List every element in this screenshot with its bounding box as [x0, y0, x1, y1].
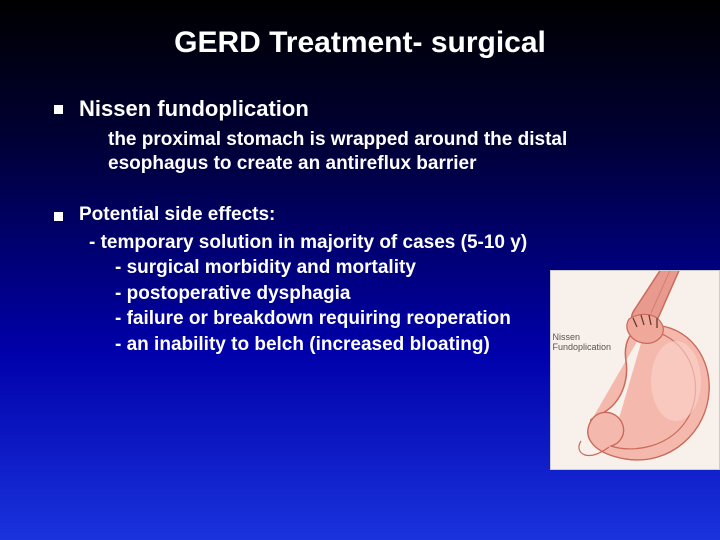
- slide-title: GERD Treatment- surgical: [0, 0, 720, 60]
- list-item: - an inability to belch (increased bloat…: [115, 332, 527, 358]
- bullet-1-description: the proximal stomach is wrapped around t…: [108, 128, 648, 176]
- stomach-illustration-icon: [551, 271, 720, 471]
- bullet-1-label: Nissen fundoplication: [79, 96, 309, 122]
- list-item: - failure or breakdown requiring reopera…: [115, 306, 527, 332]
- list-item: - temporary solution in majority of case…: [89, 230, 527, 256]
- side-effects-list: - temporary solution in majority of case…: [89, 230, 527, 358]
- diagram-caption-line2: Fundoplication: [552, 342, 611, 352]
- bullet-dot-icon: [54, 105, 63, 114]
- bullet-2-label: Potential side effects:: [79, 204, 527, 226]
- list-item: - postoperative dysphagia: [115, 281, 527, 307]
- bullet-dot-icon: [54, 212, 63, 221]
- bullet-1: Nissen fundoplication: [54, 96, 690, 122]
- nissen-diagram: Nissen Fundoplication: [550, 270, 720, 470]
- diagram-caption-line1: Nissen: [552, 332, 580, 342]
- list-item: - surgical morbidity and mortality: [115, 255, 527, 281]
- diagram-caption: Nissen Fundoplication: [552, 333, 611, 353]
